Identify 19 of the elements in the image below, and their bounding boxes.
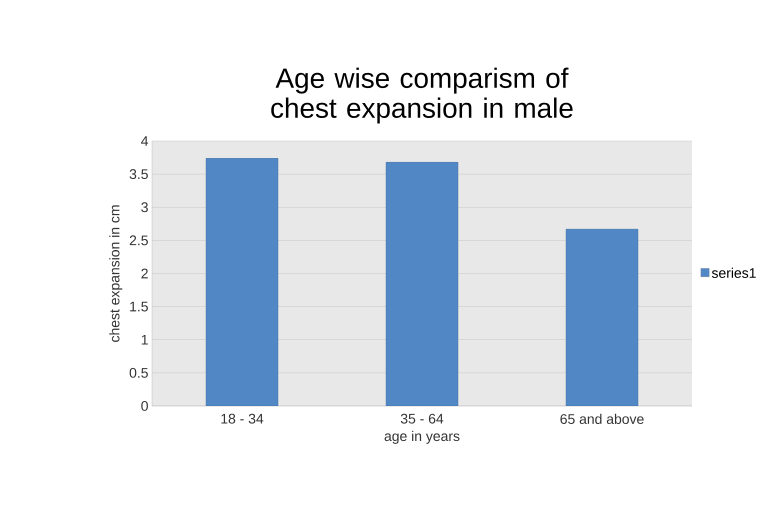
y-tick-label: 1 — [142, 334, 148, 345]
y-tick-label: 2 — [141, 268, 148, 278]
y-tick-label: 2.5 — [130, 235, 148, 246]
y-tick-label: 0 — [141, 401, 148, 411]
y-tick-label: 1.5 — [130, 302, 148, 312]
legend-label: series1 — [712, 268, 756, 278]
x-tick-label: 35 - 64 — [400, 414, 444, 424]
y-tick-label: 4 — [141, 136, 148, 146]
y-tick-label: 3.5 — [130, 169, 148, 180]
y-tick-label: 3 — [141, 202, 148, 212]
chart-title: Age wise comparism of chest expansion in male — [271, 68, 573, 124]
y-tick-label: 0.5 — [130, 368, 148, 378]
y-axis-title: chest expansion in cm — [109, 205, 122, 342]
x-axis-title: age in years — [384, 430, 460, 444]
x-tick-label: 18 - 34 — [221, 414, 264, 424]
bar — [566, 228, 638, 406]
bar — [386, 162, 458, 406]
x-tick-label: 65 and above — [560, 414, 644, 424]
bar — [206, 158, 278, 406]
